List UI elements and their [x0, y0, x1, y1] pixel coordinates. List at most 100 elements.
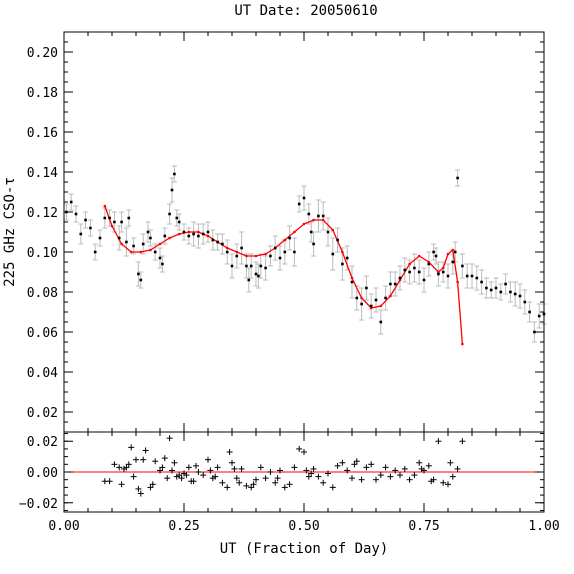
- tau-data-point: [108, 216, 111, 220]
- residual-marker: [212, 473, 219, 480]
- tau-data-point: [480, 280, 483, 284]
- fit-point: [350, 276, 354, 280]
- fit-point: [379, 304, 383, 308]
- residual-marker: [118, 481, 125, 488]
- fit-point: [369, 306, 373, 310]
- tau-data-point: [408, 270, 411, 274]
- residual-marker: [190, 478, 197, 485]
- tau-data-point: [278, 256, 282, 260]
- tau-data-point: [187, 234, 191, 238]
- residual-marker: [219, 479, 226, 486]
- tau-data-point: [240, 246, 243, 250]
- tau-data-point: [139, 278, 143, 282]
- residual-marker: [411, 472, 418, 479]
- residual-x-ticks: 0.00 0.25 0.50 0.75 1.00: [48, 432, 560, 534]
- tau-data-point: [403, 268, 407, 272]
- tau-data-point: [379, 320, 383, 324]
- tau-data-point: [389, 282, 392, 286]
- fit-point: [446, 252, 450, 256]
- residual-marker: [325, 470, 331, 477]
- tau-data-point: [249, 264, 253, 268]
- tau-data-point: [533, 330, 536, 334]
- tau-data-point: [141, 242, 145, 246]
- tau-data-point: [211, 238, 215, 242]
- residual-marker: [130, 473, 137, 480]
- residual-marker: [157, 467, 163, 474]
- fit-point: [206, 234, 210, 238]
- residual-marker: [123, 464, 130, 471]
- tau-data-point: [197, 234, 200, 238]
- residual-marker: [125, 461, 132, 468]
- residual-marker: [449, 473, 456, 480]
- residual-marker: [445, 481, 451, 488]
- tau-data-point: [125, 240, 128, 244]
- residual-marker: [226, 449, 233, 455]
- tau-data-point: [326, 230, 330, 234]
- y-tick-label: 0.06: [27, 326, 58, 341]
- tau-data-point: [494, 286, 498, 290]
- residual-marker: [183, 472, 190, 479]
- residual-marker: [111, 461, 118, 468]
- tau-data-point: [309, 230, 313, 234]
- fit-point: [283, 238, 287, 242]
- tau-data-point: [465, 274, 469, 278]
- tau-data-point: [247, 278, 251, 282]
- tau-data-point: [103, 216, 107, 220]
- residual-marker: [250, 481, 257, 488]
- x-tick-label: 1.00: [528, 519, 559, 534]
- fit-point: [398, 278, 402, 282]
- fit-point: [254, 254, 258, 258]
- tau-data-point: [216, 240, 219, 244]
- tau-data-point: [235, 254, 239, 258]
- residual-marker: [243, 482, 250, 489]
- tau-data-point: [230, 264, 234, 268]
- fit-curve: [104, 205, 464, 345]
- residual-marker: [329, 484, 336, 491]
- residual-marker: [397, 472, 403, 479]
- residual-marker: [253, 476, 259, 483]
- tau-data-point: [245, 264, 248, 268]
- tau-data-point: [434, 254, 438, 258]
- residual-marker: [164, 475, 171, 482]
- tau-data-point: [422, 278, 426, 282]
- residual-marker: [106, 478, 113, 485]
- residual-marker: [435, 438, 442, 445]
- tau-data-point: [393, 282, 397, 286]
- fit-point: [427, 260, 431, 264]
- residual-marker: [382, 464, 389, 471]
- residual-marker: [193, 462, 199, 469]
- residual-marker: [214, 464, 221, 471]
- tau-data-point: [369, 304, 373, 308]
- fit-point: [331, 228, 335, 232]
- tau-data-point: [513, 292, 517, 296]
- residual-marker: [169, 467, 175, 474]
- tau-data-point: [336, 238, 339, 242]
- fit-point: [408, 262, 411, 266]
- residual-marker: [387, 473, 394, 480]
- fit-point: [441, 266, 445, 270]
- tau-data-point: [453, 250, 457, 254]
- tau-data-point: [331, 252, 335, 256]
- tau-data-point: [288, 236, 291, 240]
- residual-y-ticks: −0.02 0.00 0.02: [19, 433, 544, 512]
- fit-point: [245, 254, 248, 258]
- tau-data-point: [69, 200, 73, 204]
- residual-marker: [274, 475, 281, 482]
- residual-marker: [308, 470, 315, 477]
- residual-marker: [133, 456, 139, 463]
- y-axis-title: 225 GHz CSO-τ: [2, 177, 18, 287]
- fit-point: [264, 252, 267, 256]
- fit-point: [417, 254, 421, 258]
- residual-marker: [459, 438, 466, 445]
- tau-data-point: [225, 250, 229, 254]
- errorbar-layer: [63, 165, 547, 343]
- tau-data-point: [158, 256, 162, 260]
- tau-data-point: [221, 242, 224, 246]
- fit-point: [197, 230, 200, 234]
- residual-marker: [344, 467, 351, 474]
- tau-y-ticks: 0.02 0.04 0.06 0.08 0.10 0.12 0.14 0.16 0.18 0.20: [27, 31, 544, 433]
- tau-data-point: [509, 290, 512, 294]
- y-tick-label: 0.12: [27, 206, 58, 221]
- y-tick-label: 0.04: [27, 366, 58, 381]
